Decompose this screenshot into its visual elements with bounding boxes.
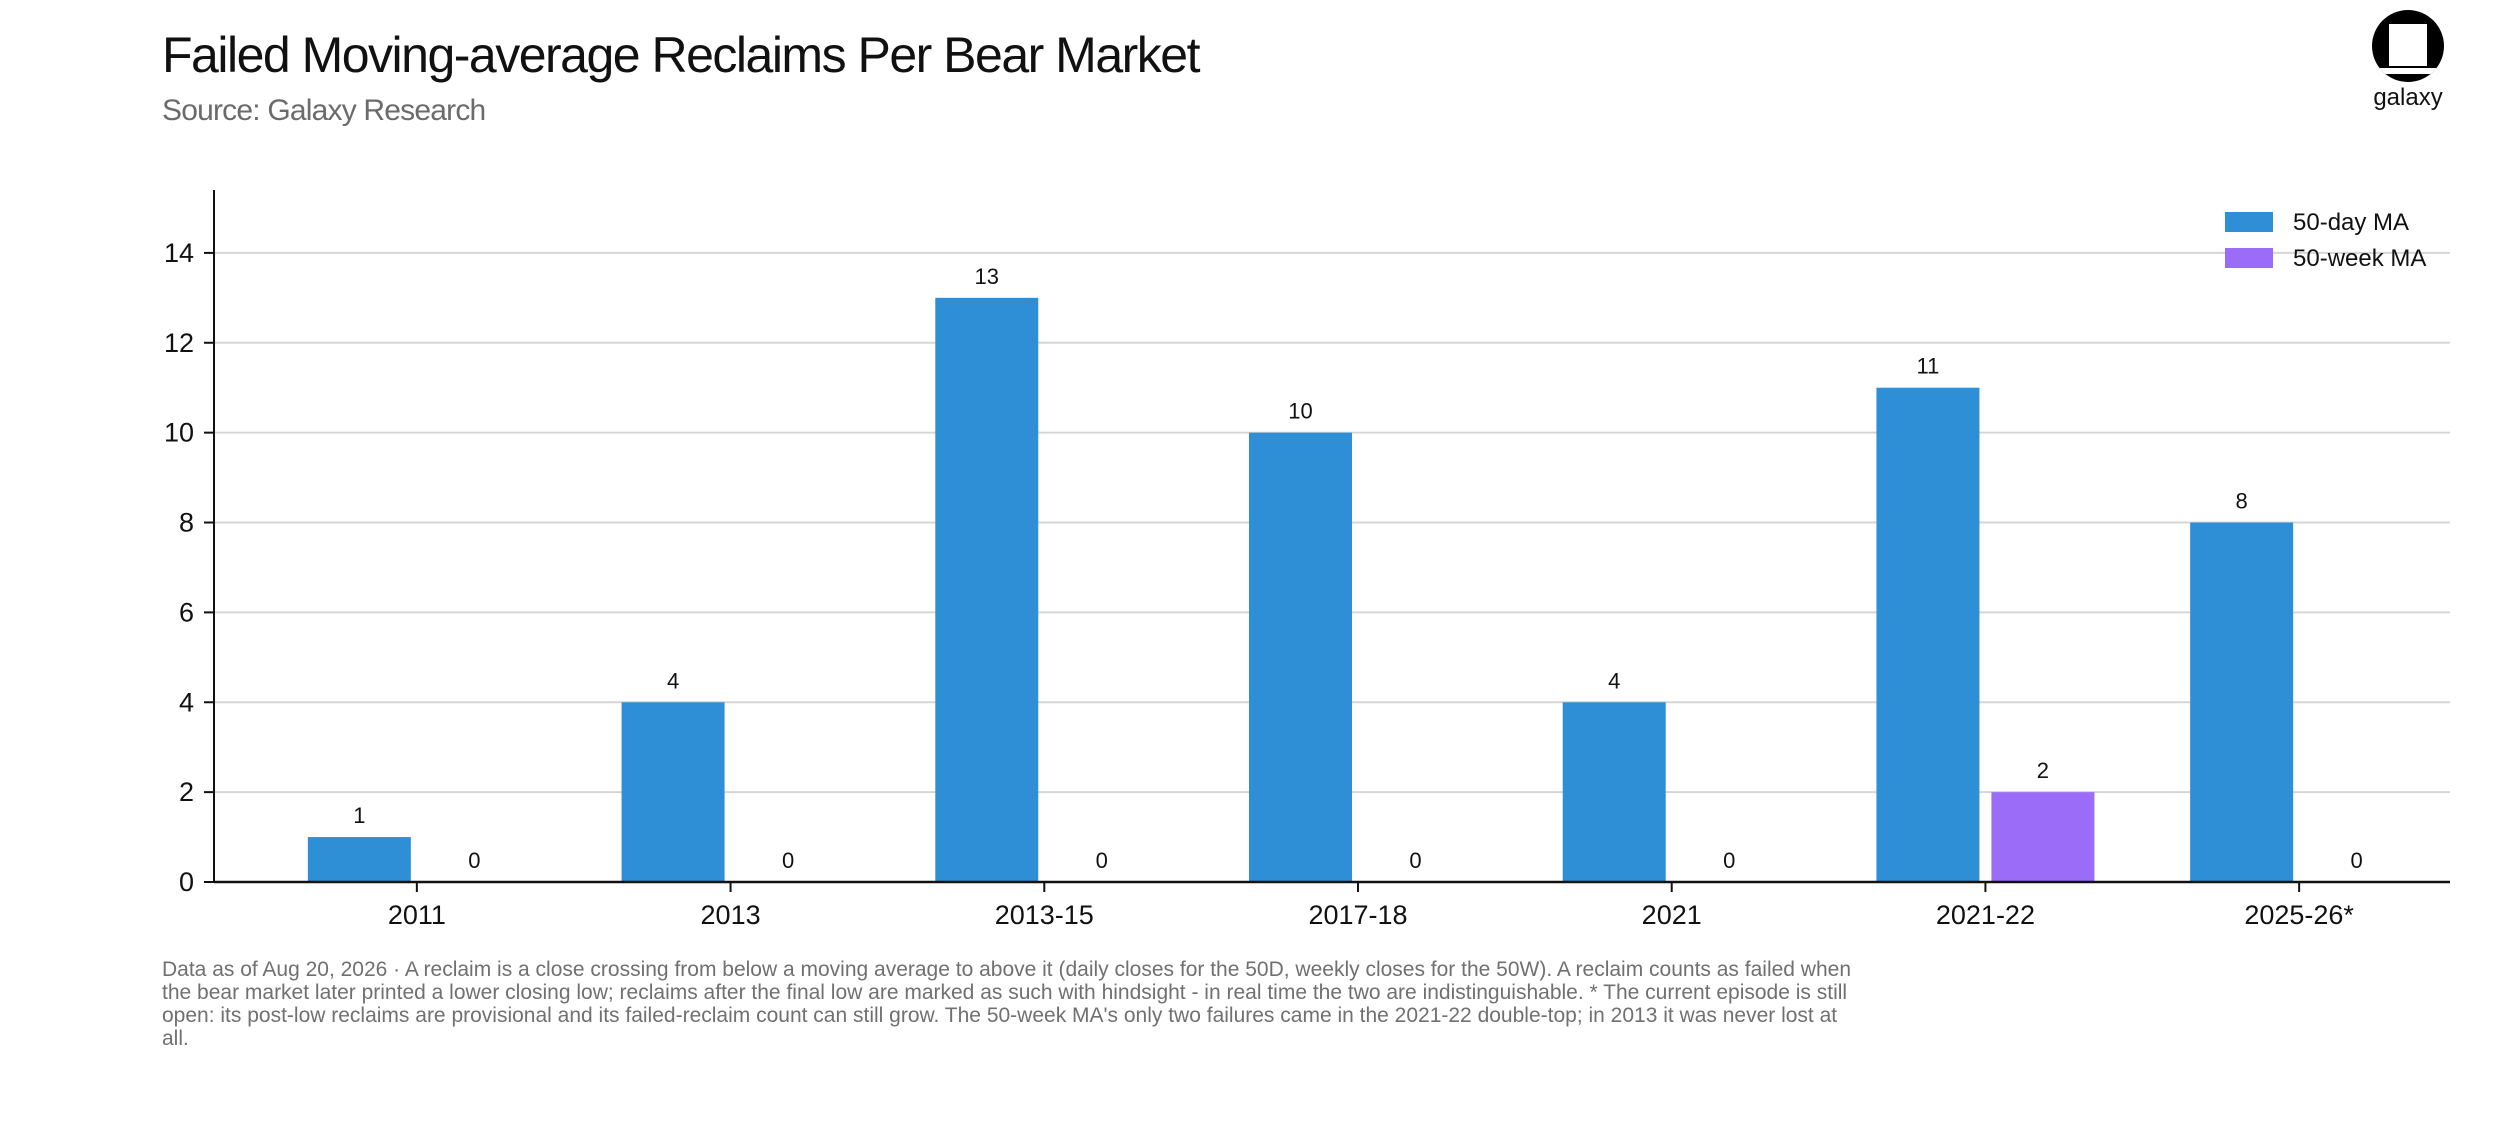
x-tick-label: 2017-18 — [1308, 900, 1407, 930]
data-label: 1 — [353, 803, 365, 828]
legend-swatch — [2225, 212, 2273, 232]
data-label: 10 — [1288, 399, 1312, 424]
x-tick-label: 2013-15 — [995, 900, 1094, 930]
y-tick-label: 6 — [179, 597, 194, 627]
data-label: 13 — [975, 264, 999, 289]
y-tick-label: 14 — [164, 238, 194, 268]
y-tick-label: 10 — [164, 418, 194, 448]
x-tick-label: 2021-22 — [1936, 900, 2035, 930]
bar-50-day — [307, 837, 411, 882]
bars — [307, 297, 2294, 883]
data-label: 0 — [1723, 848, 1735, 873]
data-label: 0 — [1409, 848, 1421, 873]
page-title: Failed Moving-average Reclaims Per Bear … — [162, 27, 1200, 83]
y-tick-label: 8 — [179, 508, 194, 538]
data-label: 4 — [667, 668, 679, 693]
x-tick-label: 2011 — [388, 900, 446, 930]
brand-name: galaxy — [2373, 84, 2443, 111]
footnote: Data as of Aug 20, 2026 · A reclaim is a… — [162, 958, 1852, 1050]
y-tick-label: 12 — [164, 328, 194, 358]
data-label: 0 — [2351, 848, 2363, 873]
x-tick-label: 2025-26* — [2244, 900, 2354, 930]
x-tick-label: 2013 — [701, 900, 761, 930]
bar-50-day — [1876, 387, 1980, 882]
legend-swatch — [2225, 248, 2273, 268]
bar-50-day — [1249, 432, 1352, 882]
data-label: 0 — [1096, 848, 1108, 873]
bar-50-week — [1991, 792, 2095, 882]
bar-50-day — [935, 297, 1039, 883]
legend: 50-day MA 50-week MA — [2225, 209, 2426, 272]
bar-50-day — [1562, 702, 1666, 882]
galaxy-logo-icon — [2372, 10, 2444, 82]
y-tick-label: 4 — [179, 687, 194, 717]
data-label: 0 — [468, 848, 480, 873]
bar-50-day — [621, 702, 725, 882]
page-subtitle: Source: Galaxy Research — [162, 94, 486, 127]
data-label: 8 — [2236, 489, 2248, 514]
data-label: 11 — [1917, 354, 1940, 379]
y-tick-label: 0 — [179, 867, 194, 897]
data-label: 4 — [1608, 668, 1620, 693]
legend-label: 50-week MA — [2293, 245, 2426, 272]
bar-50-day — [2190, 522, 2294, 882]
x-tick-label: 2021 — [1642, 900, 1702, 930]
data-label: 0 — [782, 848, 794, 873]
data-label: 2 — [2037, 758, 2049, 783]
legend-label: 50-day MA — [2293, 209, 2409, 236]
brand-logo: galaxy — [2372, 10, 2444, 112]
y-tick-label: 2 — [179, 777, 194, 807]
